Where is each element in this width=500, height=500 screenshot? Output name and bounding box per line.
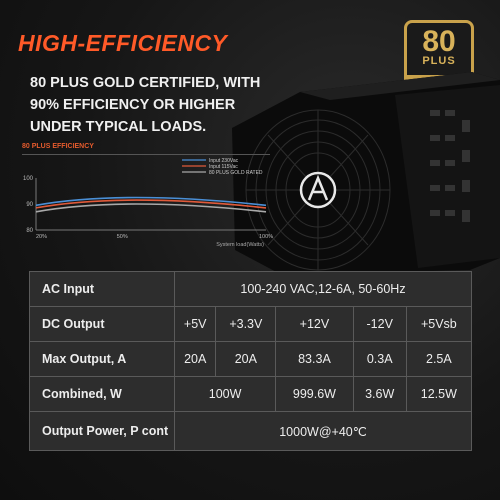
- legend-label: 80 PLUS GOLD RATED: [209, 170, 263, 176]
- table-row: AC Input 100-240 VAC,12-6A, 50-60Hz: [29, 271, 472, 307]
- y-tick-label: 90: [26, 202, 33, 208]
- series-line: [35, 199, 267, 209]
- table-cell: 100-240 VAC,12-6A, 50-60Hz: [174, 271, 472, 307]
- table-cell: 100W: [173, 376, 277, 412]
- y-tick-labels: 100 90 80: [23, 176, 34, 234]
- series-line: [35, 203, 267, 213]
- table-cell: 2.5A: [405, 341, 473, 377]
- row-label: AC Input: [29, 271, 175, 307]
- table-cell: +3.3V: [215, 306, 277, 342]
- page-title: HIGH-EFFICIENCY: [18, 30, 228, 56]
- legend-label: Input 230Vac: [209, 158, 239, 164]
- row-label: Combined, W: [29, 376, 175, 412]
- table-row: Output Power, P cont 1000W@+40℃: [29, 411, 472, 451]
- chart-title: 80 PLUS EFFICIENCY: [22, 143, 94, 150]
- x-tick-label: 50%: [117, 234, 128, 240]
- legend-label: Input 115Vac: [209, 164, 238, 170]
- table-cell: +5V: [173, 306, 217, 342]
- x-tick-label: 20%: [36, 234, 47, 240]
- subheading-line: 90% EFFICIENCY OR HIGHER: [30, 97, 236, 113]
- chart-title-rule: [22, 154, 270, 155]
- subheading: 80 PLUS GOLD CERTIFIED, WITH 90% EFFICIE…: [30, 72, 290, 138]
- subheading-line: 80 PLUS GOLD CERTIFIED, WITH: [30, 75, 261, 91]
- row-label: Output Power, P cont: [29, 411, 175, 451]
- row-label: Max Output, A: [29, 341, 175, 377]
- table-cell: 12.5W: [405, 376, 473, 412]
- table-cell: 1000W@+40℃: [174, 411, 472, 451]
- x-tick-label: 100%: [259, 234, 273, 240]
- table-cell: 20A: [173, 341, 217, 377]
- y-tick-label: 80: [26, 228, 33, 234]
- spec-table: AC Input 100-240 VAC,12-6A, 50-60Hz DC Out…: [29, 271, 473, 451]
- table-row: DC Output +5V +3.3V +12V -12V +5Vsb: [29, 306, 473, 342]
- chart-series: [35, 196, 267, 213]
- table-cell: 0.3A: [352, 341, 407, 377]
- y-tick-label: 100: [23, 176, 34, 182]
- table-row: Max Output, A 20A 20A 83.3A 0.3A 2.5A: [29, 341, 473, 377]
- table-cell: 83.3A: [275, 341, 354, 377]
- badge-plus: PLUS: [422, 55, 456, 67]
- table-cell: 20A: [215, 341, 277, 377]
- table-cell: -12V: [352, 306, 407, 342]
- subheading-line: UNDER TYPICAL LOADS.: [30, 119, 207, 135]
- row-label: DC Output: [29, 306, 175, 342]
- table-cell: 3.6W: [352, 376, 407, 412]
- series-line: [35, 196, 267, 207]
- table-cell: +12V: [275, 306, 354, 342]
- table-cell: 999.6W: [275, 376, 354, 412]
- badge-number: 80: [422, 25, 456, 58]
- table-cell: +5Vsb: [405, 306, 473, 342]
- table-row: Combined, W 100W 999.6W 3.6W 12.5W: [29, 376, 473, 412]
- x-tick-labels: 20% 50% 100%: [36, 234, 273, 240]
- x-axis-label: System load(Watts): [216, 242, 264, 248]
